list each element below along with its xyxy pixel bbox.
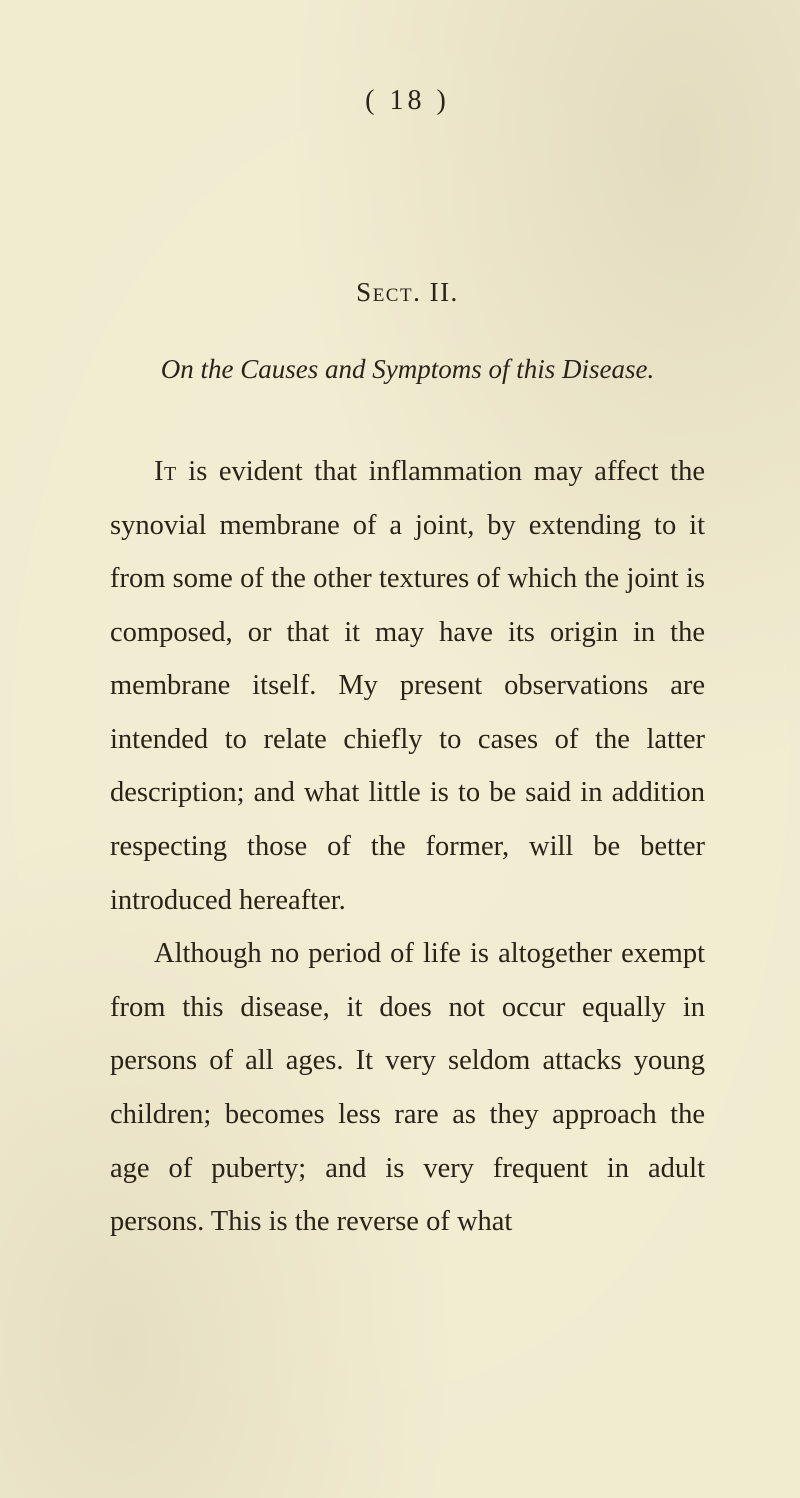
section-label: Sect. II. — [110, 277, 705, 308]
paragraph-1-leadword: It — [154, 456, 177, 487]
paragraph-1-rest: is evident that inflammation may affect … — [110, 456, 705, 916]
paragraph-1: It is evident that inflammation may affe… — [110, 445, 705, 927]
book-page: ( 18 ) Sect. II. On the Causes and Sympt… — [0, 0, 800, 1498]
body-text: It is evident that inflammation may affe… — [110, 445, 705, 1249]
page-number: ( 18 ) — [110, 85, 705, 117]
section-subtitle: On the Causes and Symptoms of this Disea… — [110, 354, 705, 385]
paragraph-2: Although no period of life is altogether… — [110, 927, 705, 1248]
